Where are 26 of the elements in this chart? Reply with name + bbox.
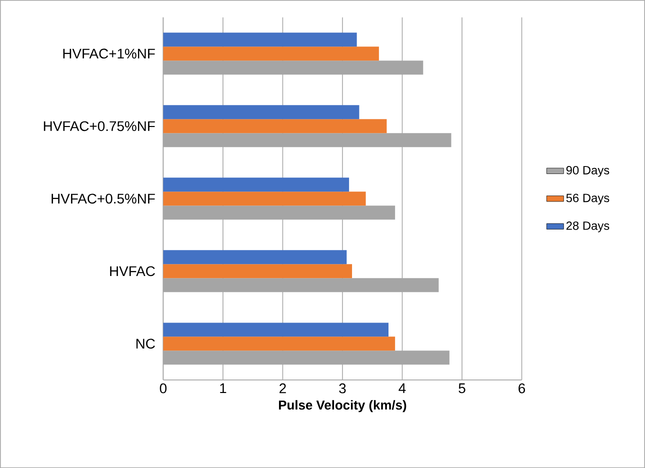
legend-label: 28 Days xyxy=(566,221,610,232)
x-tick-label: 5 xyxy=(458,383,466,394)
x-tick-label: 4 xyxy=(398,383,406,393)
bar xyxy=(163,264,352,278)
x-axis-title: Pulse Velocity (km/s) xyxy=(278,400,406,412)
x-tick-label: 3 xyxy=(339,383,346,394)
y-tick-label: HVFAC+0.5%NF xyxy=(52,194,155,204)
bar xyxy=(163,32,357,47)
bar xyxy=(163,46,379,61)
x-tick-label: 6 xyxy=(518,383,526,394)
y-tick-label: HVFAC+1%NF xyxy=(63,48,155,58)
x-tick-label: 0 xyxy=(160,383,167,394)
bar xyxy=(163,178,350,192)
legend-label: 90 Days xyxy=(566,166,610,177)
x-tick-label: 1 xyxy=(220,383,226,393)
bar xyxy=(163,105,360,120)
bar xyxy=(163,336,396,351)
x-tick-label: 2 xyxy=(280,383,286,394)
legend-label: 56 Days xyxy=(566,194,610,204)
bar xyxy=(163,119,387,134)
y-tick-label: HVFAC xyxy=(110,266,155,276)
y-tick-label: HVFAC+0.75%NF xyxy=(44,121,155,131)
bar xyxy=(163,250,347,264)
bar xyxy=(163,192,366,206)
y-tick-label: NC xyxy=(136,338,155,349)
bar xyxy=(163,322,388,337)
